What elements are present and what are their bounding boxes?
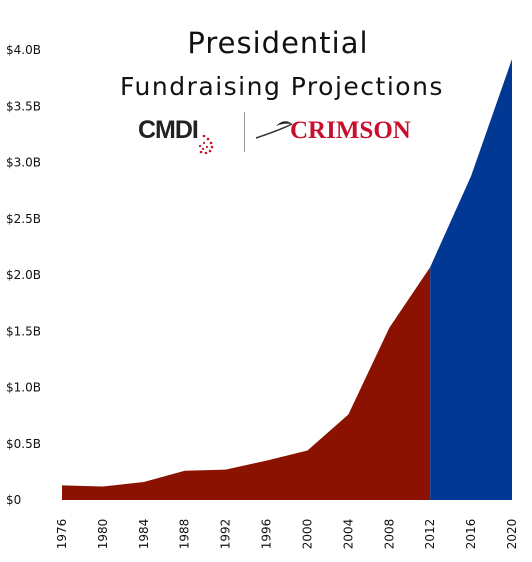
y-tick-label: $2.5B [6,212,41,226]
y-tick-label: $3.0B [6,156,41,170]
sponsor-logos: CMDI CRIMSON [138,112,438,154]
crimson-swoosh-icon [255,121,293,139]
area-projected [430,59,512,500]
x-tick-label: 2004 [341,519,355,550]
x-tick-label: 1980 [96,519,110,550]
y-tick-label: $4.0B [6,43,41,57]
x-tick-label: 2008 [382,519,396,550]
y-tick-label: $0.5B [6,437,41,451]
cmdi-dots-icon [198,134,214,154]
x-tick-label: 2020 [505,519,519,550]
cmdi-logo: CMDI [138,116,199,144]
y-tick-label: $2.0B [6,268,41,282]
x-tick-label: 2012 [423,519,437,550]
x-tick-label: 2016 [464,519,478,550]
x-tick-label: 1976 [55,519,69,550]
area-historical [62,267,431,500]
x-tick-label: 1984 [137,519,151,550]
x-tick-label: 1996 [260,519,274,550]
crimson-logo: CRIMSON [290,117,411,144]
x-tick-label: 1988 [178,519,192,550]
x-tick-label: 2000 [300,519,314,550]
logo-separator [244,112,245,152]
y-tick-label: $1.5B [6,324,41,338]
y-tick-label: $1.0B [6,381,41,395]
y-tick-label: $0 [6,493,21,507]
chart-subtitle: Fundraising Projections [120,72,444,101]
y-tick-label: $3.5B [6,99,41,113]
x-tick-label: 1992 [219,519,233,550]
chart-title: Presidential [187,26,369,60]
